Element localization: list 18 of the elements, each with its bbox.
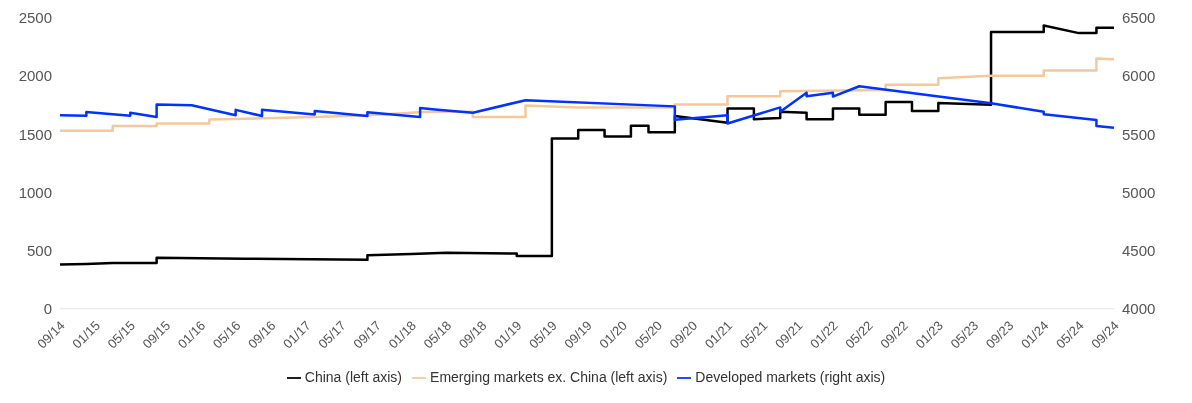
line-series <box>60 24 1114 266</box>
y-tick-label: 1500 <box>18 125 52 143</box>
legend-label: Developed markets (right axis) <box>695 368 886 385</box>
y2-tick-label: 6500 <box>1122 9 1156 27</box>
line-series <box>60 57 1114 132</box>
y2-tick-label: 5500 <box>1122 125 1156 143</box>
y2-tick-label: 6000 <box>1122 67 1156 85</box>
y-tick-label: 0 <box>43 300 52 318</box>
y2-tick-label: 4500 <box>1122 241 1156 259</box>
legend-label: China (left axis) <box>304 368 403 385</box>
line-series <box>60 85 1114 130</box>
y-tick-label: 2000 <box>18 67 52 85</box>
y2-tick-label: 4000 <box>1122 300 1156 318</box>
y-tick-label: 500 <box>26 241 52 259</box>
legend-label: Emerging markets ex. China (left axis) <box>430 368 668 385</box>
y-tick-label: 2500 <box>18 9 52 27</box>
y2-tick-label: 5000 <box>1122 183 1156 201</box>
y-tick-label: 1000 <box>18 183 52 201</box>
